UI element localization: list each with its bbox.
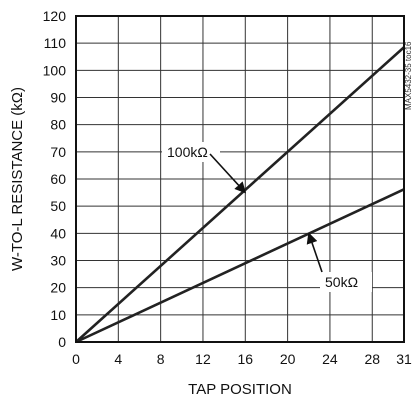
y-tick-label: 70: [50, 144, 66, 160]
x-axis-label: TAP POSITION: [188, 381, 292, 398]
series-line-0: [75, 46, 405, 343]
plot-frame: [75, 15, 405, 343]
y-tick-label: 100: [43, 62, 67, 78]
x-tick-label: 31: [396, 351, 412, 367]
x-tick-label: 28: [364, 351, 380, 367]
series-line-1: [75, 188, 405, 344]
x-tick-label: 0: [72, 351, 80, 367]
series-label: 100kΩ: [167, 144, 208, 160]
x-tick-label: 24: [322, 351, 338, 367]
y-tick-label: 30: [50, 253, 66, 269]
x-tick-label: 8: [157, 351, 165, 367]
x-tick-label: 20: [280, 351, 296, 367]
grid: [76, 16, 404, 342]
y-tick-label: 60: [50, 171, 66, 187]
y-tick-label: 10: [50, 307, 66, 323]
series-label-arrow: [306, 232, 323, 273]
y-tick-label: 80: [50, 117, 66, 133]
series-group: [75, 46, 405, 344]
y-tick-label: 20: [50, 280, 66, 296]
y-tick-label: 40: [50, 225, 66, 241]
series-label-arrow: [209, 153, 247, 194]
part-number-annotation: MAX5432-35 toc16: [404, 41, 413, 110]
series-labels: 100kΩ 50kΩ: [162, 142, 372, 292]
y-tick-labels: 0 10 20 30 40 50 60 70 80 90 100 110 120: [43, 8, 67, 350]
y-tick-label: 90: [50, 90, 66, 106]
series-label-bg: [320, 272, 372, 292]
y-tick-label: 0: [58, 334, 66, 350]
x-tick-label: 12: [195, 351, 211, 367]
y-axis-label: W-TO-L RESISTANCE (kΩ): [9, 87, 26, 271]
x-tick-label: 16: [238, 351, 254, 367]
x-tick-label: 4: [114, 351, 122, 367]
y-tick-label: 110: [44, 35, 67, 51]
series-label: 50kΩ: [325, 274, 358, 290]
series-label-bg: [162, 142, 220, 162]
x-tick-labels: 0 4 8 12 16 20 24 28 31: [72, 351, 412, 367]
y-tick-label: 120: [43, 8, 67, 24]
y-tick-label: 50: [50, 198, 66, 214]
